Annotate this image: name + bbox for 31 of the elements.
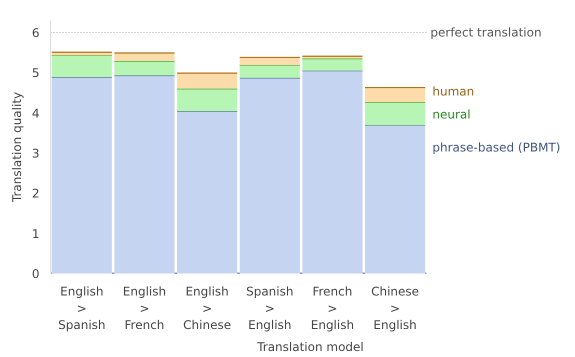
ref-line-label: perfect translation bbox=[430, 26, 542, 40]
bar bbox=[240, 78, 300, 274]
y-tick-label: 1 bbox=[32, 226, 40, 241]
series-label: neural bbox=[432, 107, 471, 122]
bar bbox=[114, 76, 175, 274]
bar bbox=[302, 70, 362, 274]
bar bbox=[177, 111, 238, 274]
x-tick-label: Chinese > English bbox=[371, 284, 420, 332]
y-tick-label: 5 bbox=[32, 66, 40, 80]
bar bbox=[177, 73, 238, 89]
bar bbox=[240, 65, 300, 78]
bar bbox=[365, 102, 426, 126]
x-axis-title: Translation model bbox=[256, 340, 364, 354]
x-tick-label: Spanish > English bbox=[246, 284, 294, 332]
y-axis-title: Translation quality bbox=[10, 92, 24, 204]
bar bbox=[177, 88, 238, 112]
y-tick-label: 6 bbox=[32, 26, 40, 40]
y-tick-label: 0 bbox=[32, 267, 40, 281]
series-label: phrase-based (PBMT) bbox=[432, 140, 560, 154]
bar bbox=[302, 58, 362, 71]
bar bbox=[52, 77, 112, 274]
series-label: human bbox=[432, 84, 474, 99]
y-tick-label: 4 bbox=[32, 106, 40, 120]
bar bbox=[365, 125, 426, 274]
x-tick-label: English > Spanish bbox=[58, 284, 106, 332]
x-tick-label: English > French bbox=[122, 284, 166, 332]
x-tick-label: English > Chinese bbox=[183, 284, 232, 332]
y-tick-label: 3 bbox=[32, 146, 40, 161]
bar bbox=[365, 88, 426, 102]
y-tick-label: 2 bbox=[32, 186, 40, 201]
x-tick-label: French > English bbox=[310, 284, 354, 332]
